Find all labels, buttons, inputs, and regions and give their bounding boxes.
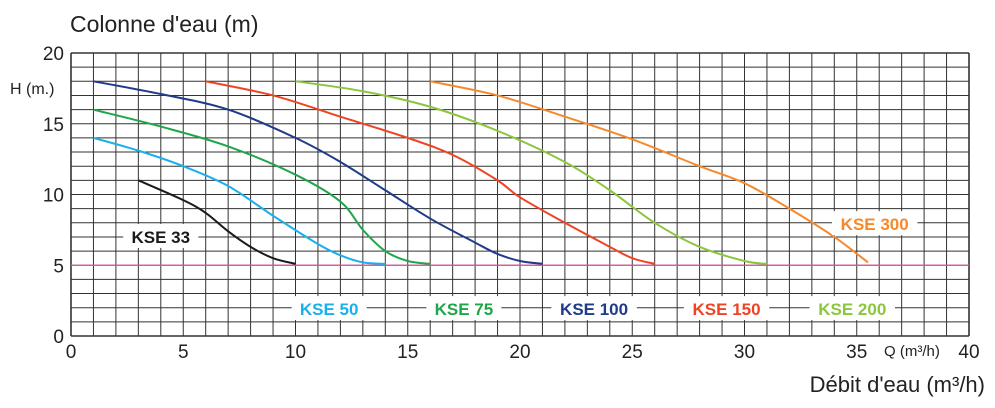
series-label-kse-33: KSE 33 — [132, 228, 191, 247]
x-axis-label: Débit d'eau (m³/h) — [810, 372, 985, 397]
series-label-kse-100: KSE 100 — [560, 300, 628, 319]
series-label-bg — [809, 296, 896, 321]
y-axis-label: H (m.) — [10, 81, 54, 98]
series-line-kse-100 — [93, 80, 543, 265]
y-tick-label: 5 — [53, 256, 64, 277]
series-line-kse-150 — [205, 80, 655, 265]
series-label-kse-150: KSE 150 — [693, 300, 761, 319]
x-tick-label: 25 — [622, 342, 643, 363]
series-line-kse-50 — [93, 136, 386, 265]
x-tick-label: 10 — [285, 342, 306, 363]
x-tick-label: 40 — [958, 342, 979, 363]
series-label-bg — [291, 296, 367, 321]
grid — [70, 52, 970, 337]
series-label-kse-300: KSE 300 — [841, 215, 909, 234]
x-tick-label: 15 — [397, 342, 418, 363]
series-label-bg — [551, 296, 637, 321]
series-label-kse-50: KSE 50 — [300, 300, 359, 319]
series-line-kse-200 — [295, 80, 768, 265]
x-axis-inline-label: Q (m³/h) — [884, 343, 940, 360]
x-tick-label: 30 — [734, 342, 755, 363]
x-tick-label: 0 — [66, 342, 77, 363]
series-label-bg — [426, 296, 502, 321]
y-tick-label: 0 — [53, 327, 64, 348]
y-tick-label: 15 — [43, 115, 64, 136]
series-label-bg — [683, 296, 770, 321]
y-tick-label: 20 — [43, 44, 64, 65]
x-tick-label: 5 — [178, 342, 189, 363]
series-label-bg — [123, 223, 199, 248]
y-tick-label: 10 — [43, 186, 64, 207]
chart-title: Colonne d'eau (m) — [70, 11, 259, 37]
series-line-kse-33 — [137, 179, 296, 265]
series-label-bg — [831, 211, 918, 236]
x-tick-label: 20 — [509, 342, 530, 363]
series-label-kse-75: KSE 75 — [435, 300, 494, 319]
series-label-kse-200: KSE 200 — [818, 300, 886, 319]
x-tick-label: 35 — [846, 342, 867, 363]
series-line-kse-75 — [93, 108, 431, 265]
series-line-kse-300 — [429, 80, 869, 264]
